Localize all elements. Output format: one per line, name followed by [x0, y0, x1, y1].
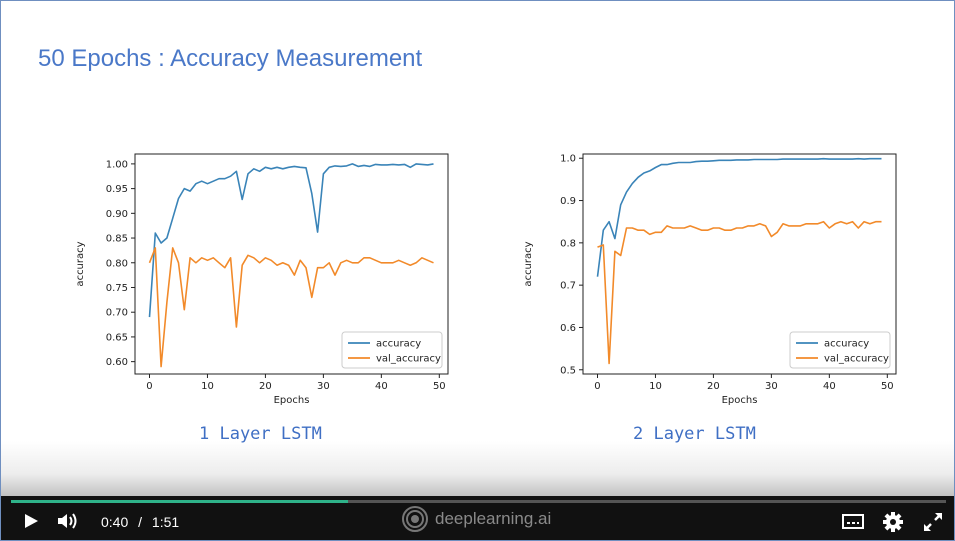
legend-label-accuracy: accuracy	[824, 339, 869, 350]
x-axis-label: Epochs	[722, 395, 758, 406]
fullscreen-icon	[924, 513, 942, 531]
x-tick-label: 20	[707, 381, 720, 392]
chart-2-layer-lstm: 0.5 0.6 0.7 0.8 0.9 1.0 0 10 20 30 40 50 Epochs accur…	[523, 153, 897, 406]
x-tick-label: 10	[649, 381, 662, 392]
controls-gradient-overlay	[1, 441, 954, 501]
y-tick-label: 0.6	[560, 323, 576, 334]
x-tick-label: 10	[201, 381, 214, 392]
x-tick-label: 0	[594, 381, 600, 392]
duration: 1:51	[151, 514, 180, 530]
deeplearning-logo-icon	[402, 506, 428, 532]
series-line-accuracy	[596, 157, 882, 277]
series-line-accuracy	[148, 163, 434, 318]
y-tick-label: 0.95	[106, 184, 128, 195]
plot-area: 0.5 0.6 0.7 0.8 0.9 1.0 0 10 20 30 40 50 Epochs accur…	[523, 153, 897, 406]
y-tick-label: 0.75	[106, 283, 128, 294]
brand-logo: deeplearning.ai	[401, 506, 551, 532]
legend-label-accuracy: accuracy	[376, 339, 421, 350]
x-tick-label: 20	[259, 381, 272, 392]
chart-caption-1: 1 Layer LSTM	[199, 424, 322, 444]
play-icon	[25, 514, 38, 528]
x-tick-label: 50	[433, 381, 446, 392]
x-tick-label: 50	[881, 381, 894, 392]
x-tick-label: 40	[375, 381, 388, 392]
progress-fill	[11, 500, 348, 503]
series-line-val-accuracy	[148, 247, 434, 368]
x-tick-label: 40	[823, 381, 836, 392]
captions-icon	[842, 514, 864, 529]
y-tick-label: 0.70	[106, 308, 128, 319]
y-tick-label: 0.5	[560, 365, 576, 376]
y-tick-label: 0.85	[106, 234, 128, 245]
slide-title: 50 Epochs : Accuracy Measurement	[38, 45, 423, 72]
brand-name: deeplearning.ai	[435, 509, 552, 528]
video-player-controls: 0:40 / 1:51 deeplearning.ai	[1, 496, 954, 540]
y-tick-label: 0.7	[560, 281, 576, 292]
play-button[interactable]	[21, 512, 41, 530]
fullscreen-button[interactable]	[922, 511, 944, 533]
time-display: 0:40 / 1:51	[101, 514, 179, 530]
y-axis-label: accuracy	[523, 241, 534, 286]
legend-label-val-accuracy: val_accuracy	[376, 354, 441, 365]
y-tick-label: 0.60	[106, 357, 128, 368]
volume-icon	[58, 513, 77, 529]
volume-button[interactable]	[56, 511, 80, 531]
y-tick-label: 1.00	[106, 159, 128, 170]
legend-label-val-accuracy: val_accuracy	[824, 354, 889, 365]
y-tick-label: 0.90	[106, 209, 128, 220]
chart-caption-2: 2 Layer LSTM	[633, 424, 756, 444]
x-tick-label: 0	[146, 381, 152, 392]
time-separator: /	[138, 514, 143, 530]
legend-box	[789, 331, 891, 369]
chart-1-layer-lstm: 0.60 0.65 0.70 0.75 0.80 0.85 0.90 0.95 1.00 0 10 2…	[75, 153, 449, 406]
y-tick-label: 1.0	[560, 154, 576, 165]
y-axis-label: accuracy	[75, 241, 86, 286]
gear-icon	[883, 512, 903, 532]
legend-box	[341, 331, 443, 369]
y-tick-label: 0.9	[560, 196, 576, 207]
x-tick-label: 30	[765, 381, 778, 392]
current-time: 0:40	[101, 514, 129, 530]
plot-area: 0.60 0.65 0.70 0.75 0.80 0.85 0.90 0.95 1.00 0 10 2…	[75, 153, 449, 406]
x-tick-label: 30	[317, 381, 330, 392]
captions-button[interactable]	[841, 512, 865, 530]
y-tick-label: 0.80	[106, 258, 128, 269]
progress-bar[interactable]	[11, 500, 946, 503]
y-tick-label: 0.65	[106, 332, 128, 343]
x-axis-label: Epochs	[274, 395, 310, 406]
series-line-val-accuracy	[597, 220, 882, 365]
y-tick-label: 0.8	[560, 238, 576, 249]
settings-button[interactable]	[882, 511, 904, 533]
